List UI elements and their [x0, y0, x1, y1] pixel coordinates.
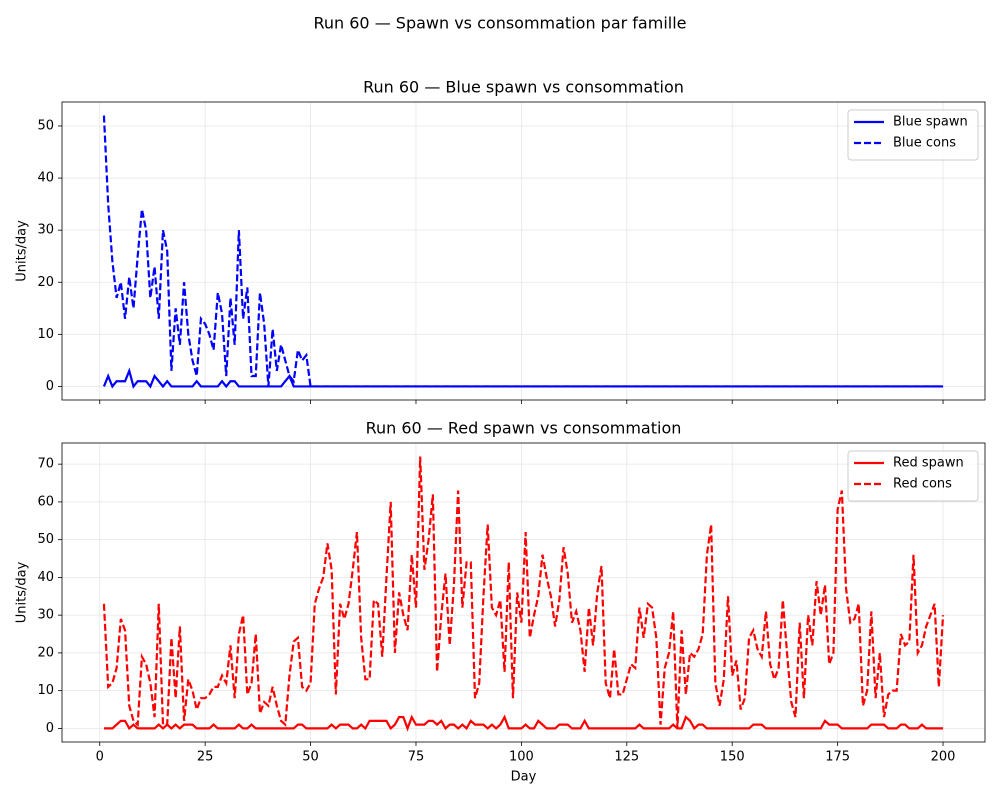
- figure-title: Run 60 — Spawn vs consommation par famil…: [313, 14, 686, 33]
- y-tick-label: 20: [37, 645, 54, 660]
- x-tick-label: 0: [96, 750, 104, 765]
- y-tick-label: 10: [37, 683, 54, 698]
- x-axis-label: Day: [511, 770, 537, 785]
- axes-frame: [61, 101, 986, 401]
- y-tick-label: 70: [37, 457, 54, 472]
- x-tick-label: 25: [197, 750, 214, 765]
- y-tick-label: 40: [37, 570, 54, 585]
- x-tick-label: 125: [614, 750, 639, 765]
- axes-title: Run 60 — Blue spawn vs consommation: [363, 78, 684, 97]
- x-tick-label: 75: [408, 750, 425, 765]
- y-tick-label: 50: [37, 532, 54, 547]
- legend-label: Blue spawn: [893, 115, 968, 130]
- y-axis-label: Units/day: [15, 561, 30, 623]
- legend-label: Blue cons: [893, 136, 956, 151]
- y-axis-label: Units/day: [15, 220, 30, 282]
- legend-label: Red cons: [893, 477, 952, 492]
- x-tick-label: 150: [720, 750, 745, 765]
- y-tick-label: 10: [37, 327, 54, 342]
- series-line: [102, 456, 945, 729]
- x-tick-label: 50: [302, 750, 319, 765]
- legend-label: Red spawn: [893, 456, 964, 471]
- axes-frame: [61, 442, 986, 743]
- y-tick-label: 60: [37, 494, 54, 509]
- y-tick-label: 30: [37, 608, 54, 623]
- y-tick-label: 50: [37, 118, 54, 133]
- y-tick-label: 40: [37, 171, 54, 186]
- y-tick-label: 30: [37, 223, 54, 238]
- y-tick-label: 0: [46, 379, 54, 394]
- y-tick-label: 0: [46, 721, 54, 736]
- x-tick-label: 100: [509, 750, 534, 765]
- y-tick-label: 20: [37, 275, 54, 290]
- x-tick-label: 175: [825, 750, 850, 765]
- axes-title: Run 60 — Red spawn vs consommation: [366, 419, 682, 438]
- series-line: [102, 367, 944, 389]
- series-line: [103, 714, 944, 732]
- x-tick-label: 200: [931, 750, 956, 765]
- series-line: [102, 115, 944, 388]
